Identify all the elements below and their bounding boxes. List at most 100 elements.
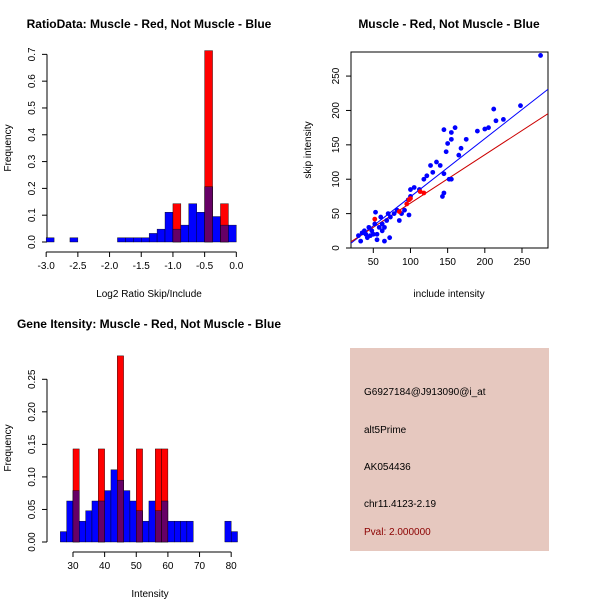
y-tick-label: 0.7	[27, 47, 38, 61]
not-muscle-point	[441, 171, 447, 177]
not-muscle-point	[356, 233, 361, 239]
not-muscle-point	[373, 209, 378, 215]
not-muscle-point	[446, 176, 452, 182]
not-muscle-point	[387, 235, 393, 241]
x-tick-label: 250	[514, 257, 531, 268]
not-muscle-point	[445, 141, 451, 146]
intensity-histogram-xlabel: Intensity	[131, 589, 168, 600]
overlap-bar	[98, 500, 105, 543]
y-tick-label: 0.20	[27, 402, 38, 422]
ratio-histogram: RatioData: Muscle - Red, Not Muscle - Bl…	[3, 17, 272, 300]
x-tick-label: -3.0	[38, 261, 56, 272]
x-tick-label: 200	[476, 257, 493, 268]
not-muscle-point	[500, 116, 506, 122]
x-tick-label: 30	[67, 561, 79, 572]
not-muscle-bar	[156, 228, 166, 243]
pval: Pval: 2.000000	[364, 527, 431, 538]
y-tick-label: 0.00	[27, 532, 38, 552]
not-muscle-point	[366, 224, 372, 230]
not-muscle-point	[378, 214, 384, 220]
not-muscle-bar	[230, 531, 238, 543]
not-muscle-point	[408, 187, 413, 192]
x-tick-label: 50	[368, 257, 380, 268]
not-muscle-point	[374, 231, 380, 237]
y-tick-label: 0.25	[27, 369, 38, 389]
not-muscle-bar	[148, 233, 158, 243]
not-muscle-point	[396, 218, 402, 223]
not-muscle-point	[388, 214, 393, 220]
not-muscle-point	[434, 159, 439, 165]
not-muscle-bar	[125, 237, 134, 243]
x-tick-label: -1.0	[164, 261, 182, 272]
x-tick-label: 150	[439, 257, 456, 268]
x-tick-label: 70	[194, 561, 206, 572]
event-type: alt5Prime	[364, 425, 407, 436]
not-muscle-point	[437, 163, 443, 168]
x-tick-label: 80	[226, 561, 238, 572]
not-muscle-point	[441, 127, 447, 133]
muscle-point	[408, 196, 413, 201]
not-muscle-bar	[85, 510, 93, 543]
y-tick-label: 0.5	[27, 101, 38, 115]
not-muscle-point	[474, 128, 480, 134]
intensity-histogram-ylabel: Frequency	[3, 424, 14, 471]
y-tick-label: 0.0	[27, 235, 38, 249]
not-muscle-point	[402, 207, 407, 213]
not-muscle-bar	[228, 224, 237, 243]
not-muscle-bar	[91, 500, 99, 543]
not-muscle-bar	[79, 520, 86, 543]
not-muscle-bar	[129, 500, 137, 543]
not-muscle-bar	[69, 237, 79, 243]
not-muscle-point	[382, 238, 387, 244]
y-tick-label: 0.1	[27, 208, 38, 222]
not-muscle-bar	[196, 212, 205, 243]
y-tick-label: 0.3	[27, 154, 38, 168]
y-tick-label: 250	[331, 67, 342, 84]
not-muscle-point	[359, 230, 365, 236]
not-muscle-bar	[142, 520, 150, 543]
x-tick-label: -2.5	[69, 261, 87, 272]
not-muscle-bar	[45, 237, 55, 243]
not-muscle-bar	[104, 490, 112, 543]
scatter-xlabel: include intensity	[413, 289, 484, 300]
muscle-point	[421, 190, 427, 196]
y-tick-label: 0	[331, 245, 342, 251]
overlap-bar	[72, 490, 80, 543]
y-tick-label: 0.2	[27, 181, 38, 195]
overlap-bar	[161, 500, 169, 543]
not-muscle-point	[443, 149, 449, 155]
not-muscle-point	[369, 228, 375, 234]
x-tick-label: 0.0	[229, 261, 243, 272]
not-muscle-bar	[141, 237, 150, 243]
y-tick-label: 0.05	[27, 499, 38, 519]
not-muscle-point	[482, 126, 488, 132]
not-muscle-bar	[133, 237, 142, 243]
not-muscle-bar	[180, 224, 189, 243]
not-muscle-point	[372, 221, 378, 227]
not-muscle-point	[493, 118, 499, 124]
ratio-histogram-xlabel: Log2 Ratio Skip/Include	[96, 289, 202, 300]
y-tick-label: 50	[331, 208, 342, 220]
not-muscle-bar	[188, 203, 197, 243]
y-tick-label: 200	[331, 102, 342, 119]
overlap-bar	[155, 510, 162, 543]
not-muscle-bar	[174, 520, 181, 543]
not-muscle-bar	[167, 520, 175, 543]
not-muscle-point	[376, 224, 382, 230]
not-muscle-point	[421, 176, 427, 182]
x-tick-label: 50	[131, 561, 143, 572]
not-muscle-point	[384, 218, 390, 223]
not-muscle-point	[486, 125, 491, 131]
not-muscle-bar	[123, 490, 131, 543]
y-tick-label: 0.10	[27, 467, 38, 487]
not-muscle-point	[406, 212, 412, 218]
intensity-histogram: Gene Itensity: Muscle - Red, Not Muscle …	[3, 317, 281, 600]
x-tick-label: -1.5	[133, 261, 151, 272]
not-muscle-bar	[66, 500, 74, 543]
y-tick-label: 0.15	[27, 434, 38, 454]
not-muscle-point	[518, 103, 523, 109]
not-muscle-point	[358, 238, 364, 244]
muscle-point	[372, 216, 378, 222]
y-tick-label: 100	[331, 170, 342, 187]
